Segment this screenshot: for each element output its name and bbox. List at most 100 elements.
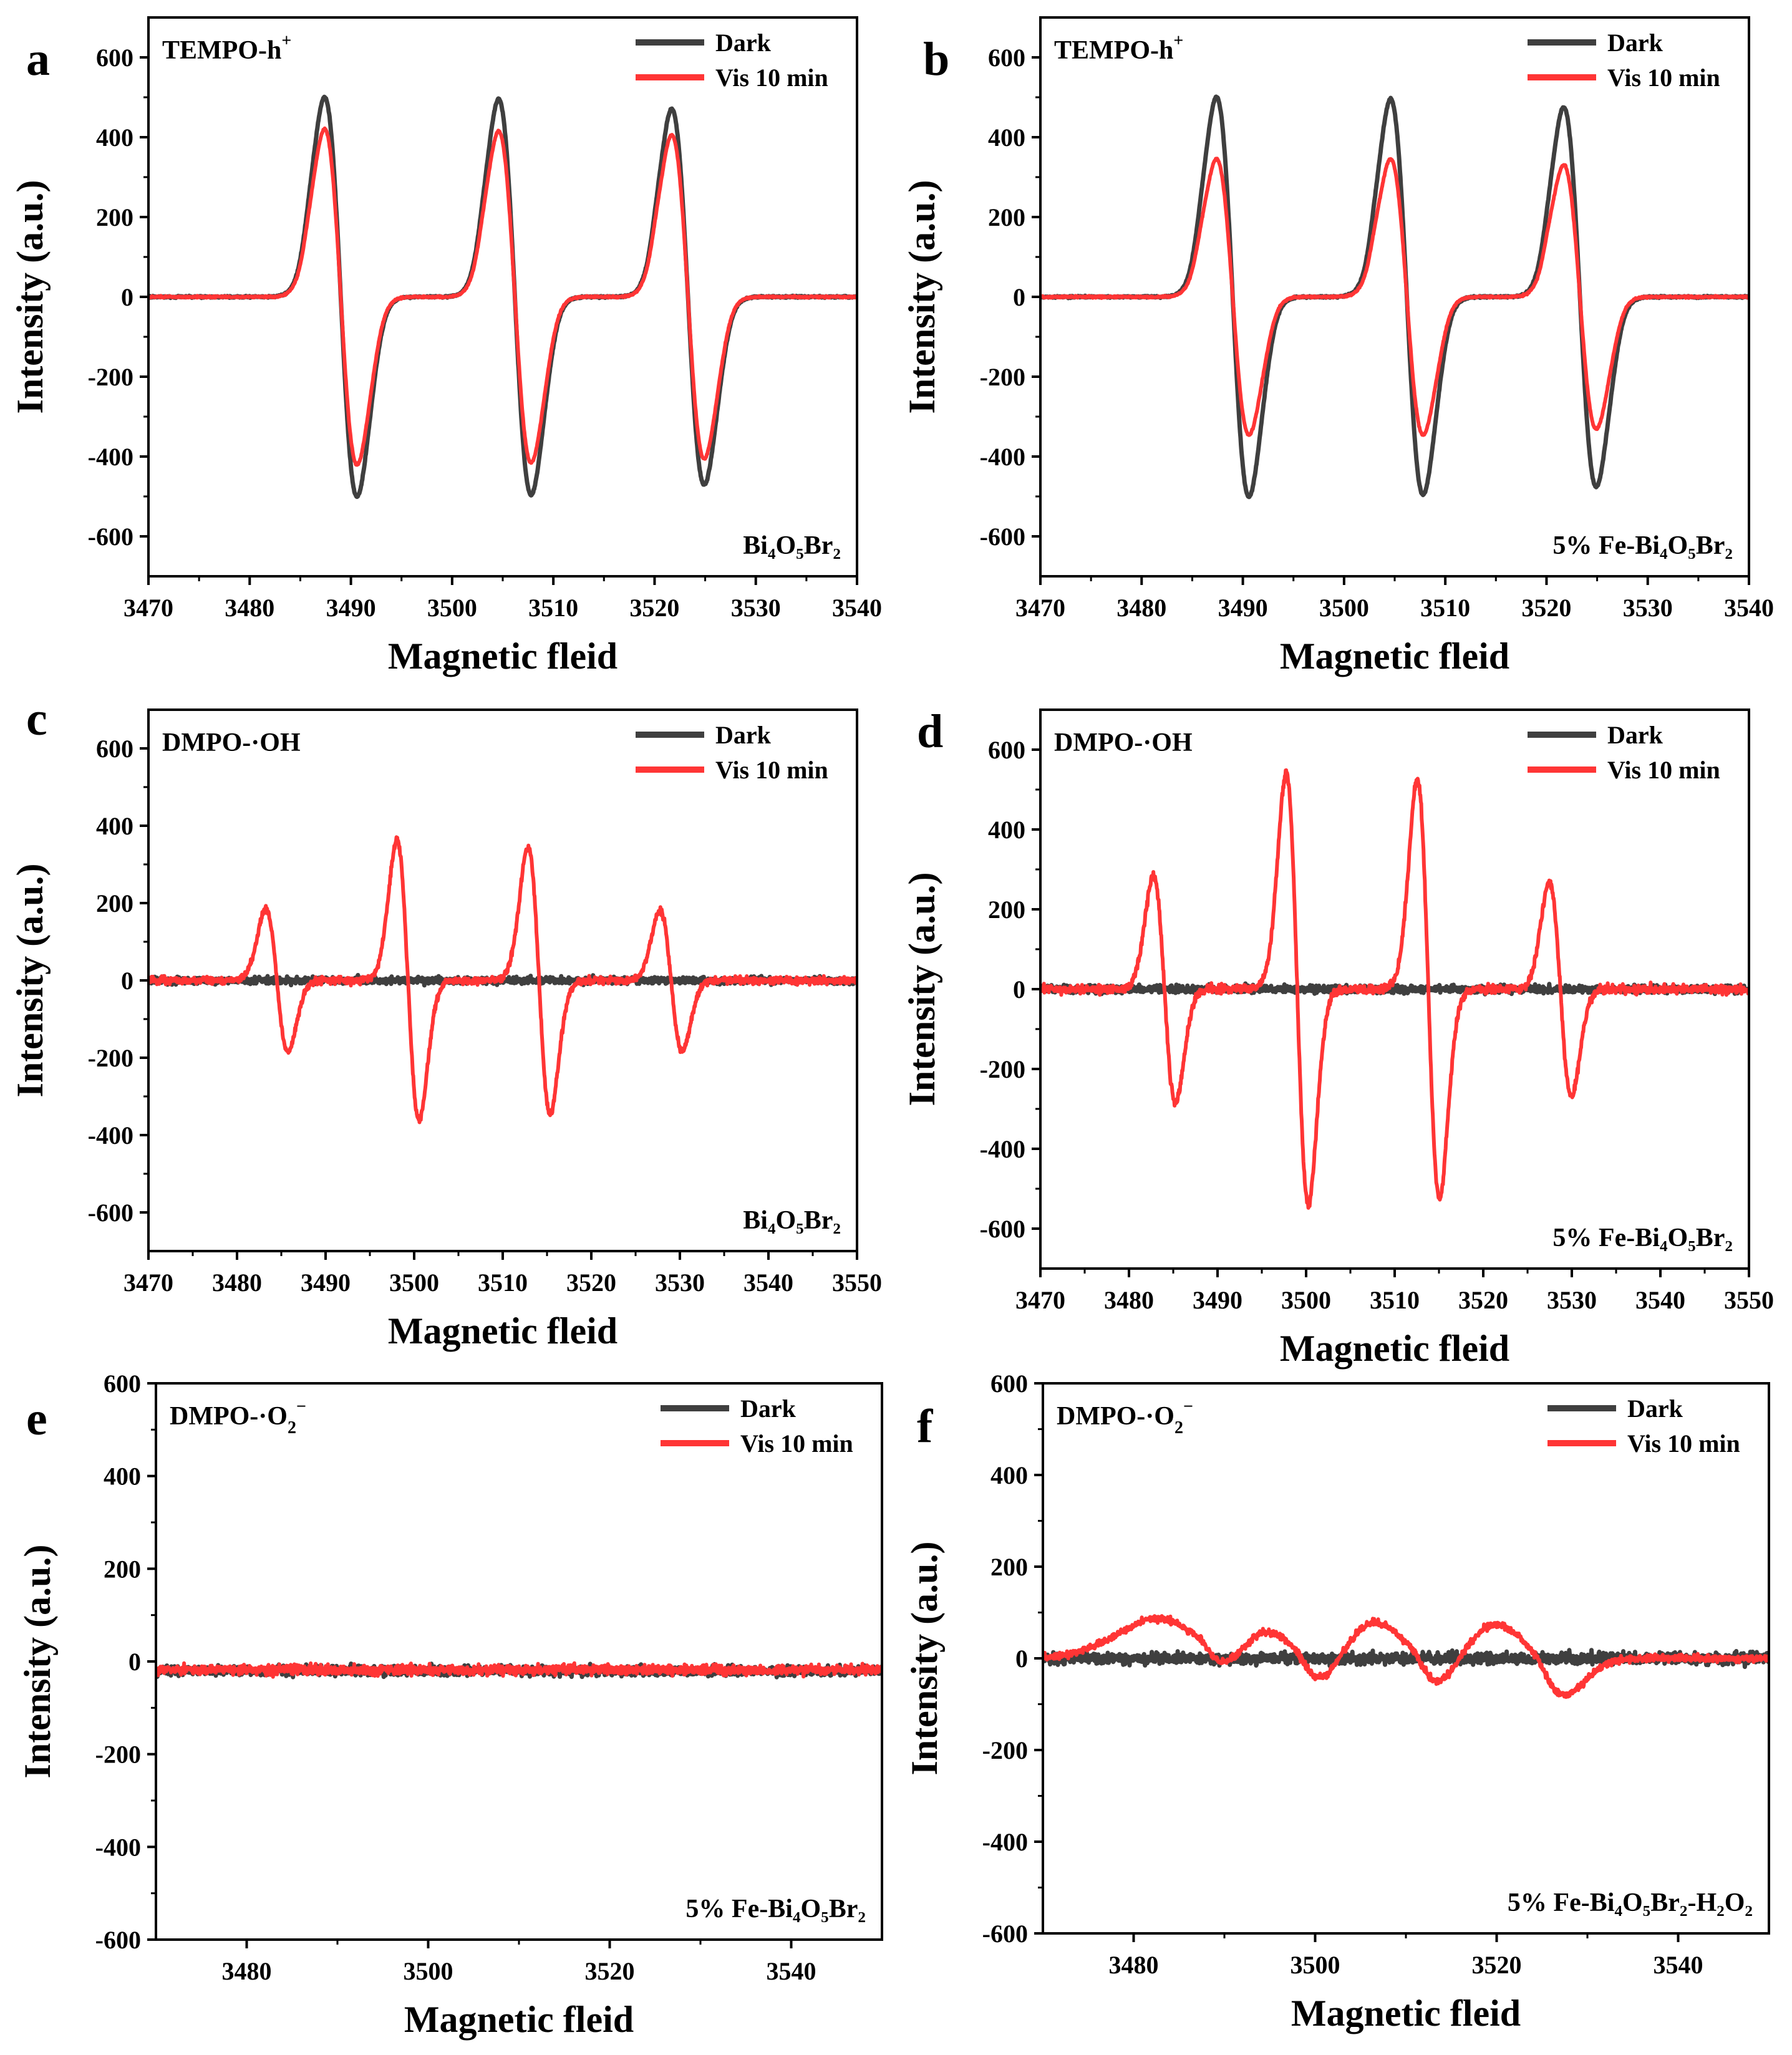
y-tick-label: -600 <box>982 1920 1028 1948</box>
y-tick-label: 400 <box>988 123 1025 152</box>
x-tick-label: 3540 <box>832 594 882 622</box>
x-tick-label: 3490 <box>326 594 376 622</box>
x-tick-label: 3510 <box>528 594 578 622</box>
panel-b: 3470 3480 3490 3500 3510 3520 3530 3540 -600 -400… <box>901 16 1774 677</box>
x-tick-label: 3480 <box>212 1269 262 1297</box>
legend: Dark Vis 10 min <box>636 29 828 92</box>
legend-label-vis: Vis 10 min <box>1627 1429 1740 1458</box>
y-tick-label: -200 <box>88 363 133 391</box>
y-tick-label: -400 <box>95 1833 141 1861</box>
y-tick-label: -600 <box>95 1926 141 1954</box>
x-tick-label: 3510 <box>1420 594 1470 622</box>
x-tick-label: 3520 <box>1472 1951 1522 1979</box>
y-tick-label: 400 <box>96 812 133 840</box>
legend-label-dark: Dark <box>740 1395 797 1423</box>
x-axis-title: Magnetic fleid <box>1280 1328 1509 1369</box>
y-tick-label: 600 <box>988 736 1025 764</box>
x-tick-label: 3480 <box>1116 594 1166 622</box>
y-tick-label: 0 <box>1013 975 1025 1003</box>
panel-letter: e <box>26 1393 47 1445</box>
legend-label-vis: Vis 10 min <box>715 64 828 92</box>
x-tick-label: 3470 <box>124 594 173 622</box>
series-vis-line-e <box>156 1661 882 1679</box>
x-tick-label: 3500 <box>427 594 477 622</box>
x-tick-label: 3510 <box>1370 1286 1420 1314</box>
y-tick-label: 0 <box>121 283 133 311</box>
y-axis-title: Intensity (a.u.) <box>904 1541 945 1775</box>
x-tick-label: 3540 <box>1654 1951 1703 1979</box>
y-axis-title: Intensity (a.u.) <box>901 180 942 413</box>
y-tick-label: 600 <box>988 44 1025 72</box>
x-tick-label: 3500 <box>1281 1286 1331 1314</box>
y-tick-label: 600 <box>104 1370 141 1398</box>
probe-label: DMPO-·O2− <box>1057 1397 1193 1438</box>
series-vis-line-c <box>148 835 857 1124</box>
panel-letter: c <box>26 693 47 745</box>
sample-label: 5% Fe-Bi₄O₅Br₂-H₂O₂ <box>1508 1888 1753 1917</box>
x-tick-label: 3530 <box>1547 1286 1597 1314</box>
series-vis-line-b <box>1040 157 1749 437</box>
legend-label-dark: Dark <box>1607 29 1664 57</box>
probe-label: DMPO-·OH <box>162 728 301 757</box>
sample-label: Bi₄O₅Br₂ <box>743 1206 841 1235</box>
y-tick-label: -400 <box>980 1135 1025 1163</box>
y-tick-label: 200 <box>988 896 1025 924</box>
probe-label: DMPO-·OH <box>1054 728 1193 757</box>
y-tick-label: -400 <box>980 443 1025 471</box>
series-vis-line-d <box>1040 768 1749 1210</box>
y-tick-label: -400 <box>88 1121 133 1149</box>
x-tick-label: 3540 <box>767 1957 816 1985</box>
x-tick-label: 3480 <box>222 1957 272 1985</box>
x-tick-label: 3520 <box>1521 594 1571 622</box>
legend: Dark Vis 10 min <box>1528 721 1720 784</box>
sample-label: 5% Fe-Bi₄O₅Br₂ <box>685 1895 866 1923</box>
x-tick-label: 3480 <box>225 594 274 622</box>
probe-label: DMPO-·O2− <box>170 1397 306 1438</box>
y-tick-label: 200 <box>988 203 1025 231</box>
y-tick-label: 600 <box>990 1370 1028 1398</box>
x-tick-label: 3540 <box>1635 1286 1685 1314</box>
x-axis-title: Magnetic fleid <box>1280 636 1509 677</box>
x-axis-title: Magnetic fleid <box>1291 1993 1521 2034</box>
y-tick-label: 600 <box>96 44 133 72</box>
legend: Dark Vis 10 min <box>636 721 828 784</box>
sample-label: Bi₄O₅Br₂ <box>743 531 841 560</box>
probe-label: TEMPO-h+ <box>162 31 291 65</box>
x-tick-label: 3500 <box>1291 1951 1340 1979</box>
y-tick-label: 400 <box>96 123 133 152</box>
y-tick-label: -400 <box>982 1828 1028 1856</box>
x-tick-label: 3490 <box>301 1269 351 1297</box>
y-tick-label: 200 <box>104 1555 141 1583</box>
y-tick-label: 200 <box>96 203 133 231</box>
panel-letter: f <box>917 1400 934 1453</box>
x-tick-label: 3530 <box>1623 594 1673 622</box>
series-vis-line-f <box>1043 1614 1769 1700</box>
panel-e: 3480 3500 3520 3540 -600 -400 -200 0 200 400 600 Ma… <box>17 1370 883 2040</box>
y-tick-label: -200 <box>980 363 1025 391</box>
y-axis-title: Intensity (a.u.) <box>901 872 942 1106</box>
panel-letter: b <box>923 33 949 85</box>
x-tick-label: 3520 <box>566 1269 616 1297</box>
x-tick-label: 3500 <box>404 1957 453 1985</box>
x-tick-label: 3470 <box>124 1269 173 1297</box>
x-tick-label: 3520 <box>585 1957 635 1985</box>
y-tick-label: 400 <box>988 816 1025 844</box>
y-tick-label: -200 <box>982 1736 1028 1764</box>
x-axis-title: Magnetic fleid <box>388 636 618 677</box>
panel-f: 3480 3500 3520 3540 -600 -400 -200 0 200 400 600 Ma… <box>904 1370 1770 2034</box>
x-axis-title: Magnetic fleid <box>404 1999 634 2040</box>
x-tick-label: 3490 <box>1218 594 1268 622</box>
panel-d: 3470 3480 3490 3500 3510 3520 3530 3540 3550 -600… <box>901 705 1774 1369</box>
x-tick-label: 3490 <box>1193 1286 1242 1314</box>
x-tick-label: 3550 <box>1724 1286 1774 1314</box>
x-tick-label: 3500 <box>389 1269 439 1297</box>
x-tick-label: 3480 <box>1109 1951 1159 1979</box>
y-tick-label: -400 <box>88 443 133 471</box>
y-tick-label: 0 <box>121 967 133 995</box>
legend-label-dark: Dark <box>715 721 772 749</box>
y-tick-label: 600 <box>96 735 133 763</box>
y-tick-label: 200 <box>96 889 133 917</box>
legend-label-vis: Vis 10 min <box>1607 756 1720 784</box>
y-tick-label: 0 <box>128 1648 141 1676</box>
